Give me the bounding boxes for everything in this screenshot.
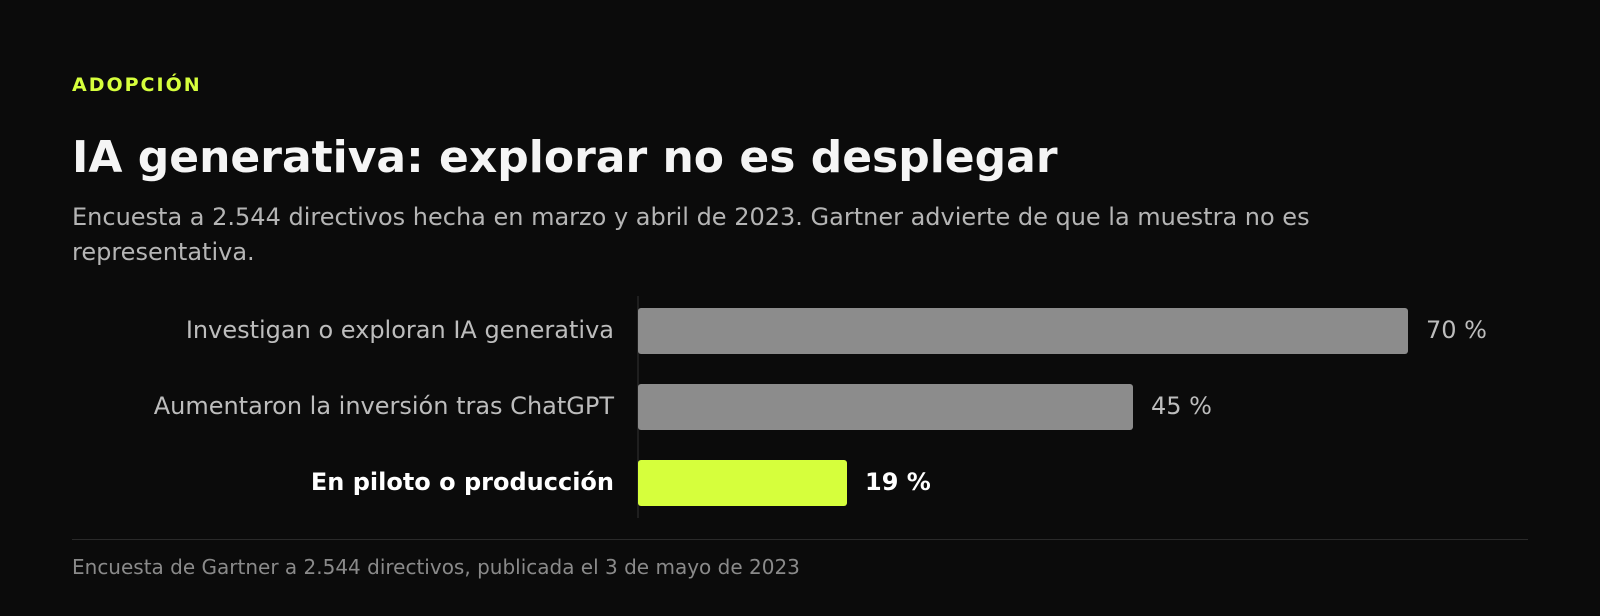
chart-subtitle: Encuesta a 2.544 directivos hecha en mar…	[72, 203, 1310, 266]
value-label: 45 %	[1151, 392, 1212, 420]
value-label: 19 %	[865, 468, 931, 496]
divider	[72, 539, 1528, 540]
value-label: 70 %	[1426, 316, 1487, 344]
bar	[638, 308, 1408, 354]
bar	[638, 384, 1133, 430]
category-label: En piloto o producción	[311, 468, 614, 496]
chart-title: IA generativa: explorar no es desplegar	[72, 132, 1058, 183]
source: Encuesta de Gartner a 2.544 directivos, …	[72, 555, 800, 579]
bar	[638, 460, 847, 506]
category-label: Aumentaron la inversión tras ChatGPT	[154, 392, 615, 420]
kicker: ADOPCIÓN	[72, 74, 202, 96]
category-label: Investigan o exploran IA generativa	[186, 316, 614, 344]
